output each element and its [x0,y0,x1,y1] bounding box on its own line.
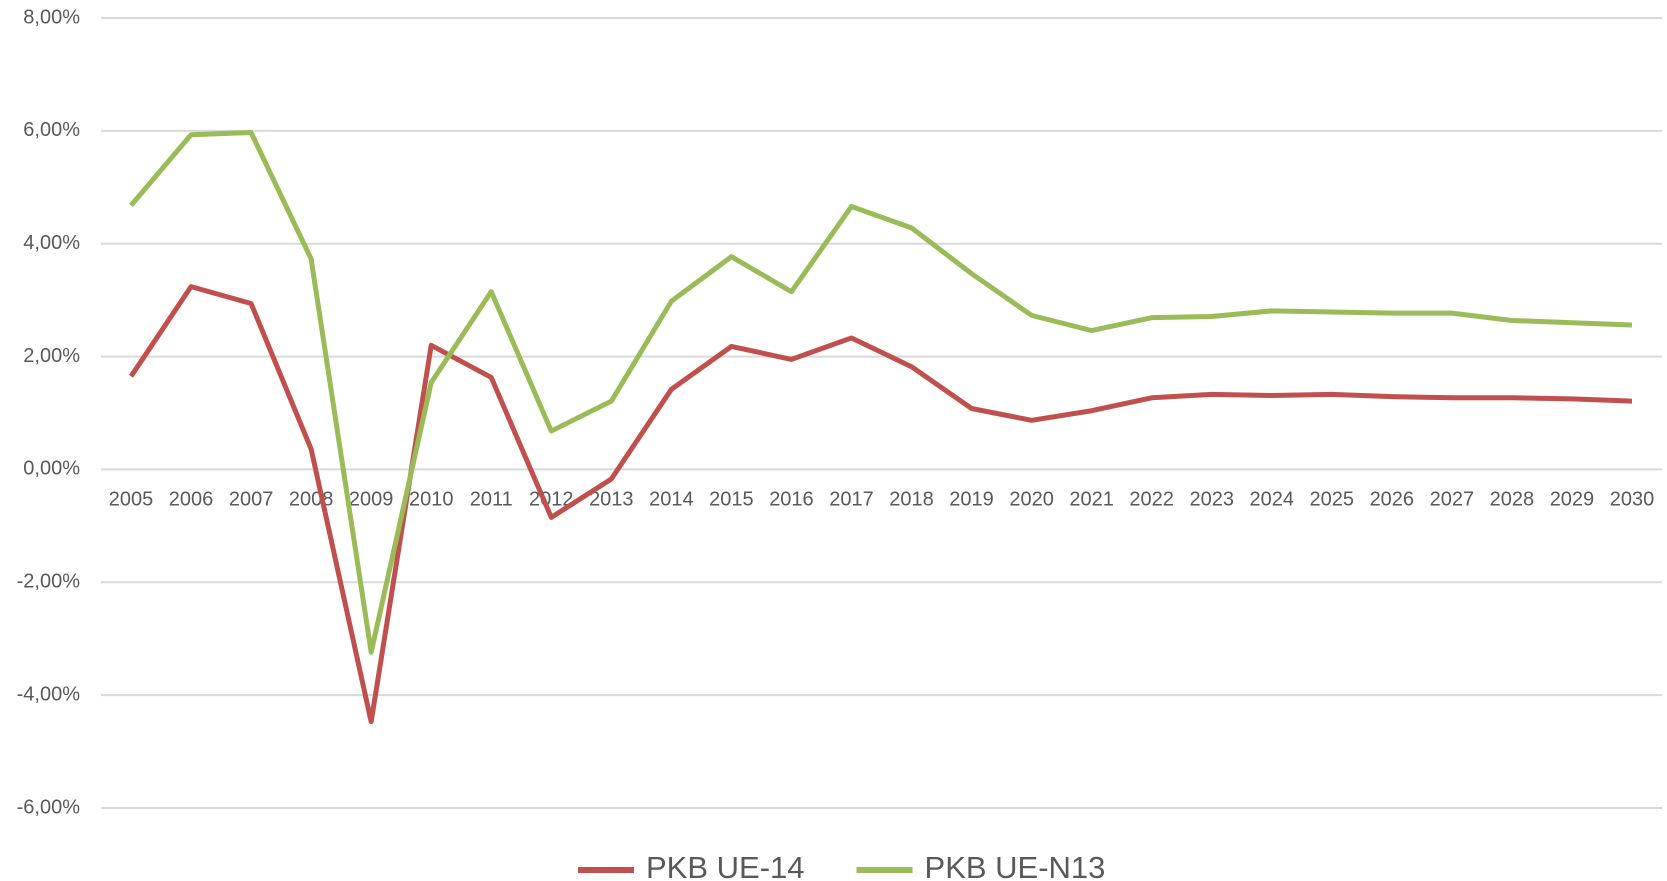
y-tick-label: 2,00% [23,345,80,367]
x-tick-label: 2016 [769,489,814,511]
x-tick-label: 2018 [889,489,934,511]
y-tick-label: 6,00% [23,119,80,141]
x-tick-label: 2020 [1009,489,1054,511]
x-tick-label: 2023 [1189,489,1234,511]
y-tick-label: 8,00% [23,6,80,28]
x-tick-label: 2024 [1250,489,1295,511]
legend-label: PKB UE-14 [646,850,805,881]
x-tick-label: 2030 [1610,489,1655,511]
y-tick-label: -2,00% [17,571,81,593]
y-tick-label: -6,00% [17,796,81,818]
x-tick-label: 2028 [1490,489,1535,511]
x-tick-label: 2007 [229,489,274,511]
x-tick-label: 2025 [1310,489,1355,511]
x-tick-label: 2011 [470,489,513,511]
x-tick-label: 2014 [649,489,694,511]
x-tick-label: 2013 [589,489,634,511]
y-tick-label: -4,00% [17,683,81,705]
x-tick-label: 2019 [949,489,994,511]
x-tick-label: 2022 [1129,489,1174,511]
x-tick-label: 2005 [109,489,154,511]
x-tick-label: 2021 [1069,489,1114,511]
x-tick-label: 2009 [349,489,394,511]
y-tick-label: 0,00% [23,458,80,480]
series-line [128,284,1633,725]
x-tick-label: 2017 [829,489,874,511]
x-tick-label: 2006 [169,489,214,511]
y-tick-label: 4,00% [23,232,80,254]
x-tick-label: 2026 [1370,489,1415,511]
x-tick-label: 2029 [1550,489,1595,511]
x-tick-label: 2008 [289,489,334,511]
legend-label: PKB UE-N13 [925,850,1106,881]
x-tick-label: 2015 [709,489,754,511]
x-tick-label: 2027 [1430,489,1475,511]
x-tick-label: 2010 [409,489,454,511]
series-line [129,130,1633,655]
